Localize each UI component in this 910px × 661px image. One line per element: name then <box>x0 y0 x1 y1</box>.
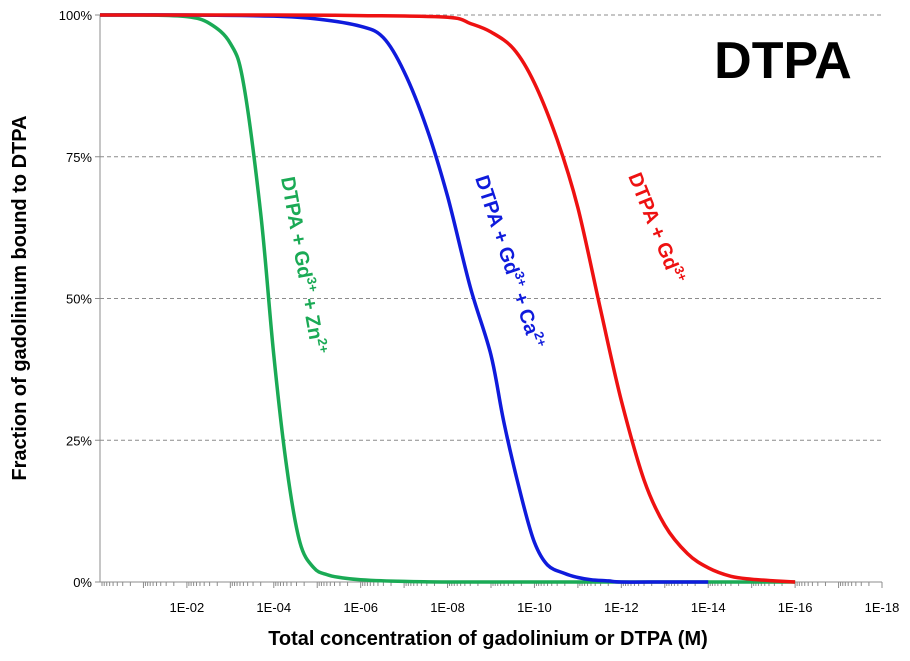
x-tick-label-0: 1E-02 <box>170 600 205 615</box>
y-tick-label-1: 25% <box>66 433 92 448</box>
y-tick-label-4: 100% <box>59 8 93 23</box>
series-line-0 <box>99 13 796 584</box>
x-tick-label-3: 1E-08 <box>430 600 465 615</box>
x-tick-label-4: 1E-10 <box>517 600 552 615</box>
x-tick-label-7: 1E-16 <box>778 600 813 615</box>
y-tick-label-0: 0% <box>73 575 92 590</box>
x-tick-label-6: 1E-14 <box>691 600 726 615</box>
x-tick-label-8: 1E-18 <box>865 600 900 615</box>
x-tick-label-5: 1E-12 <box>604 600 639 615</box>
series-line-2 <box>99 13 796 584</box>
x-tick-label-1: 1E-04 <box>256 600 291 615</box>
x-tick-label-2: 1E-06 <box>343 600 378 615</box>
y-tick-label-3: 75% <box>66 150 92 165</box>
series-line-1 <box>99 13 709 584</box>
chart-title: DTPA <box>714 32 852 90</box>
y-axis-title: Fraction of gadolinium bound to DTPA <box>9 115 31 480</box>
grid-lines <box>100 14 882 441</box>
series-group <box>99 13 796 584</box>
x-axis-title: Total concentration of gadolinium or DTP… <box>268 628 708 650</box>
y-tick-label-2: 50% <box>66 292 92 307</box>
